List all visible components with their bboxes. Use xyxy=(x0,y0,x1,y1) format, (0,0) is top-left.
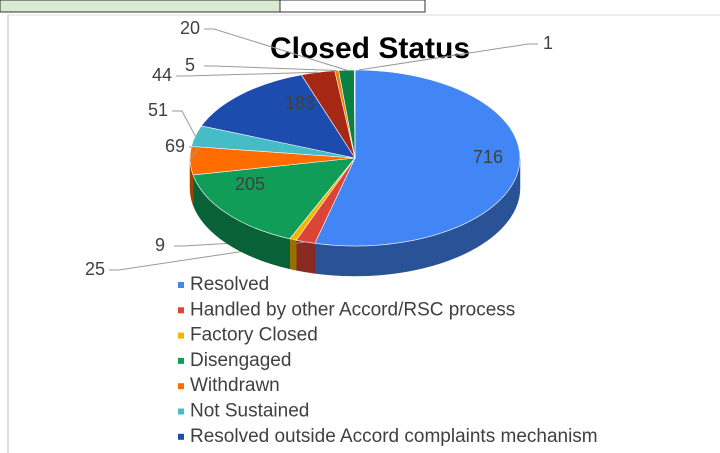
leader-line xyxy=(204,28,347,71)
legend-label: Disengaged xyxy=(190,350,291,371)
data-label: 9 xyxy=(155,235,165,255)
data-label: 5 xyxy=(185,55,195,75)
legend-marker xyxy=(178,383,184,390)
leader-line xyxy=(358,43,538,71)
legend-label: Resolved xyxy=(190,274,269,295)
legend-label: Resolved outside Accord complaints mecha… xyxy=(190,426,598,447)
data-label: 716 xyxy=(473,147,503,167)
legend-label: Factory Closed xyxy=(190,325,318,346)
slice-side xyxy=(295,239,316,274)
pie-slice xyxy=(200,74,356,159)
data-label: 20 xyxy=(180,18,200,38)
slice-top xyxy=(353,69,356,159)
leader-line xyxy=(172,110,196,137)
legend-label: Withdrawn xyxy=(190,375,280,396)
data-label: 1 xyxy=(543,33,553,53)
slice-top xyxy=(192,157,356,240)
slice-top xyxy=(314,69,521,247)
leader-line xyxy=(176,71,318,77)
pie-slice xyxy=(295,157,356,274)
legend-marker xyxy=(178,282,184,288)
pie-slice xyxy=(353,69,356,159)
legend-label: Not Sustained xyxy=(190,401,309,422)
leader-line xyxy=(204,65,337,72)
data-label: 44 xyxy=(152,65,172,85)
legend-marker xyxy=(178,357,184,364)
chart-title: Closed Status xyxy=(270,32,470,65)
legend-marker xyxy=(178,408,184,415)
pie-slice xyxy=(314,69,521,277)
legend-label: Handled by other Accord/RSC process xyxy=(190,299,515,320)
data-label: 69 xyxy=(165,136,185,156)
data-label: 51 xyxy=(148,100,168,120)
slice-top xyxy=(200,74,356,159)
table-cell xyxy=(0,0,281,13)
data-label: 183 xyxy=(285,93,315,113)
data-label: 205 xyxy=(235,174,265,194)
legend-marker xyxy=(178,332,184,339)
legend-marker xyxy=(178,433,184,440)
legend-marker xyxy=(178,307,184,314)
slice-side xyxy=(289,238,297,271)
data-label: 25 xyxy=(85,259,105,279)
table-cell xyxy=(279,0,426,13)
